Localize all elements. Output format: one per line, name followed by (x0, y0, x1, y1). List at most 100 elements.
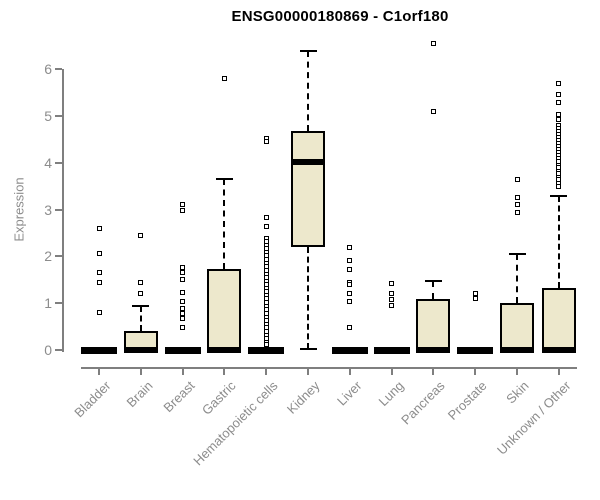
median-line (416, 347, 451, 353)
y-tick-mark (55, 349, 62, 351)
outlier-point (514, 177, 520, 183)
median-line (541, 347, 576, 353)
outlier-point (347, 281, 353, 287)
outlier-point (389, 291, 395, 297)
lower-whisker (307, 246, 309, 350)
upper-whisker-cap (550, 195, 568, 198)
y-tick-mark (55, 255, 62, 258)
y-tick-label: 2 (44, 248, 52, 265)
upper-whisker-cap (215, 178, 233, 181)
outlier-point (472, 291, 478, 297)
x-tick-mark (139, 369, 142, 375)
upper-whisker-cap (508, 252, 526, 255)
outlier-point (556, 112, 562, 118)
x-tick-mark (223, 369, 226, 375)
outlier-point (221, 75, 227, 81)
y-axis-line (62, 69, 64, 352)
median-line (123, 347, 158, 353)
outlier-point (180, 299, 186, 305)
upper-whisker-cap (132, 304, 150, 307)
outlier-point (389, 280, 395, 286)
upper-whisker (516, 253, 518, 304)
outlier-point (556, 92, 562, 98)
outlier-point (96, 279, 102, 285)
outlier-point (389, 302, 395, 308)
upper-whisker (557, 196, 560, 288)
x-tick-mark (181, 369, 184, 375)
median-line (248, 346, 285, 354)
outlier-point (347, 299, 353, 305)
outlier-point (138, 279, 144, 285)
y-tick-mark (55, 161, 62, 164)
x-tick-mark (516, 369, 518, 375)
chart-title: ENSG00000180869 - C1orf180 (231, 8, 449, 25)
y-tick-label: 5 (44, 107, 52, 124)
x-tick-mark (390, 369, 393, 375)
upper-whisker (432, 281, 435, 300)
y-tick-label: 1 (44, 295, 52, 312)
x-tick-mark (307, 369, 309, 375)
outlier-point (180, 315, 186, 321)
outlier-point (347, 291, 353, 297)
x-tick-mark (265, 369, 268, 375)
upper-whisker-cap (424, 280, 442, 283)
boxplot-box (500, 303, 534, 350)
upper-whisker (139, 305, 142, 332)
outlier-point (263, 224, 269, 230)
median-line (373, 346, 410, 354)
upper-whisker-cap (299, 50, 317, 53)
outlier-point (263, 215, 269, 221)
outlier-point (180, 270, 186, 276)
median-line (500, 347, 534, 353)
outlier-point (556, 117, 562, 123)
x-tick-mark (474, 369, 477, 375)
upper-whisker (223, 179, 226, 270)
outlier-point (96, 225, 102, 231)
outlier-point (430, 108, 436, 114)
lower-whisker-cap (299, 348, 317, 351)
y-tick-mark (55, 208, 62, 211)
median-line (81, 346, 117, 354)
outlier-point (263, 139, 269, 145)
median-line (164, 346, 201, 354)
outlier-point (180, 310, 186, 316)
outlier-point (389, 297, 395, 303)
y-tick-label: 4 (44, 154, 52, 171)
outlier-point (180, 264, 186, 270)
outlier-point (556, 183, 562, 189)
outlier-point (514, 202, 520, 208)
median-line (331, 346, 368, 354)
median-line (207, 347, 242, 353)
y-tick-label: 3 (44, 201, 52, 218)
outlier-point (180, 324, 186, 330)
outlier-point (430, 40, 436, 46)
median-line (291, 158, 325, 165)
y-tick-label: 0 (44, 342, 52, 358)
outlier-point (347, 267, 353, 273)
upper-whisker (307, 51, 309, 131)
outlier-point (347, 245, 353, 251)
boxplot-box (416, 299, 451, 350)
outlier-point (180, 202, 186, 208)
outlier-point (96, 251, 102, 257)
outlier-point (180, 290, 186, 296)
y-tick-mark (55, 302, 62, 305)
x-tick-mark (348, 369, 351, 375)
x-axis-line (81, 367, 577, 369)
outlier-point (138, 232, 144, 238)
outlier-point (96, 310, 102, 316)
outlier-point (180, 277, 186, 283)
outlier-point (347, 257, 353, 263)
median-line (457, 346, 494, 354)
outlier-point (514, 210, 520, 216)
outlier-point (472, 295, 478, 301)
y-tick-label: 6 (44, 61, 52, 77)
boxplot-box (291, 130, 325, 247)
outlier-point (138, 291, 144, 297)
outlier-point (556, 80, 562, 86)
x-tick-mark (432, 369, 435, 375)
outlier-point (347, 324, 353, 330)
outlier-point (180, 208, 186, 214)
outlier-point (263, 342, 269, 348)
